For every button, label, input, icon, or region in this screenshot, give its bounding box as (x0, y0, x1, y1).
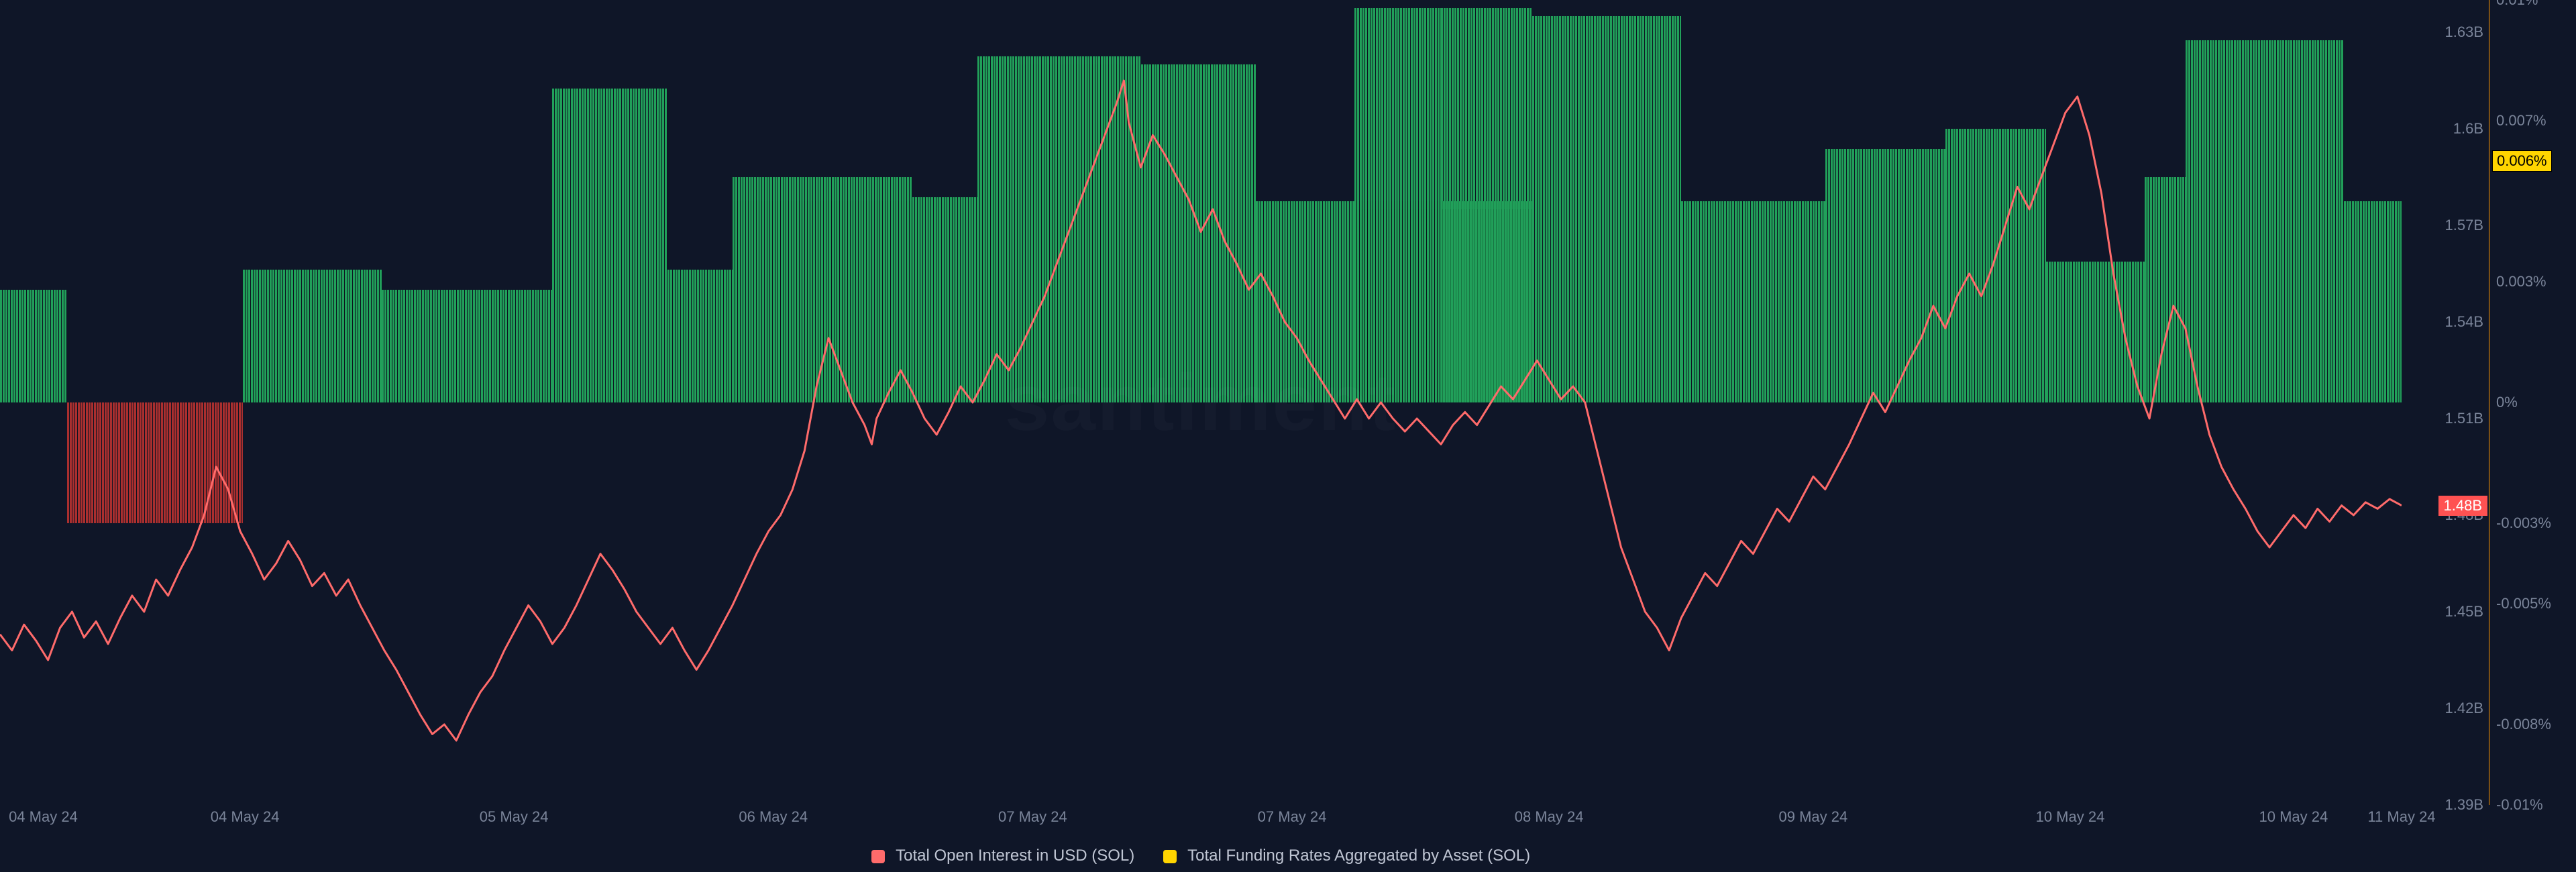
chart-container[interactable]: santiment 1.63B 1.6B 1.57B 1.54B 1.51B 1.48B 1… (0, 0, 2576, 872)
x-tick: 04 May 24 (9, 808, 78, 826)
funding-bar (733, 177, 913, 402)
x-tick: 07 May 24 (998, 808, 1067, 826)
y-tick-right: 0.003% (2496, 273, 2546, 290)
funding-bar (2145, 177, 2186, 402)
current-value-badge-left: 1.48B (2438, 496, 2488, 516)
legend: Total Open Interest in USD (SOL) Total F… (0, 847, 2402, 865)
funding-bar (0, 290, 67, 402)
funding-bar (1945, 129, 2046, 402)
y-tick-left: 1.39B (2445, 796, 2484, 814)
funding-bar (1256, 201, 1354, 402)
y-tick-right: 0.01% (2496, 0, 2538, 9)
y-tick-left: 1.42B (2445, 700, 2484, 717)
funding-bar (552, 89, 667, 402)
x-axis: 04 May 24 04 May 24 05 May 24 06 May 24 07 M… (0, 805, 2402, 832)
x-tick: 08 May 24 (1515, 808, 1584, 826)
x-tick: 06 May 24 (739, 808, 808, 826)
x-tick: 05 May 24 (480, 808, 549, 826)
y-tick-right: 0% (2496, 394, 2518, 411)
legend-item-open-interest: Total Open Interest in USD (SOL) (871, 847, 1134, 865)
funding-bar (977, 56, 1140, 402)
funding-bar (2186, 40, 2344, 402)
funding-bar (1354, 201, 1532, 402)
legend-swatch-icon (1163, 850, 1177, 863)
legend-label: Total Funding Rates Aggregated by Asset … (1187, 847, 1530, 865)
funding-bar (667, 270, 733, 402)
y-axis-right: 0.01% 0.007% 0.003% 0% -0.003% -0.005% -0.008%… (2489, 0, 2576, 805)
legend-swatch-icon (871, 850, 885, 863)
x-tick: 10 May 24 (2036, 808, 2105, 826)
funding-bar (382, 290, 552, 402)
funding-bar (67, 402, 242, 523)
x-tick: 11 May 24 (2367, 808, 2435, 826)
y-tick-right: -0.008% (2496, 716, 2551, 733)
funding-bar (2344, 201, 2402, 402)
y-tick-left: 1.6B (2453, 120, 2483, 138)
funding-bar (1532, 16, 1681, 402)
current-value-badge-right: 0.006% (2492, 150, 2552, 172)
funding-bar (1825, 149, 1945, 402)
y-tick-right: 0.007% (2496, 112, 2546, 129)
y-tick-right: -0.005% (2496, 595, 2551, 612)
y-tick-left: 1.45B (2445, 603, 2484, 620)
funding-bar (912, 197, 977, 402)
y-tick-right: -0.01% (2496, 796, 2543, 814)
y-tick-right: -0.003% (2496, 514, 2551, 532)
y-tick-left: 1.63B (2445, 23, 2484, 41)
x-tick: 07 May 24 (1258, 808, 1327, 826)
funding-bar (243, 270, 382, 402)
x-tick: 09 May 24 (1779, 808, 1848, 826)
y-axis-left: 1.63B1.6B1.57B1.54B1.51B1.48B1.45B1.42B1… (2402, 0, 2489, 805)
y-tick-left: 1.57B (2445, 217, 2484, 234)
y-tick-left: 1.51B (2445, 410, 2484, 427)
legend-label: Total Open Interest in USD (SOL) (896, 847, 1134, 865)
y-tick-left: 1.54B (2445, 313, 2484, 331)
plot-area[interactable]: santiment (0, 0, 2402, 805)
funding-bar (2046, 262, 2145, 402)
legend-item-funding-rates: Total Funding Rates Aggregated by Asset … (1163, 847, 1530, 865)
funding-bar (1141, 64, 1256, 402)
funding-bar (1681, 201, 1825, 402)
x-tick: 10 May 24 (2259, 808, 2328, 826)
x-tick: 04 May 24 (211, 808, 280, 826)
